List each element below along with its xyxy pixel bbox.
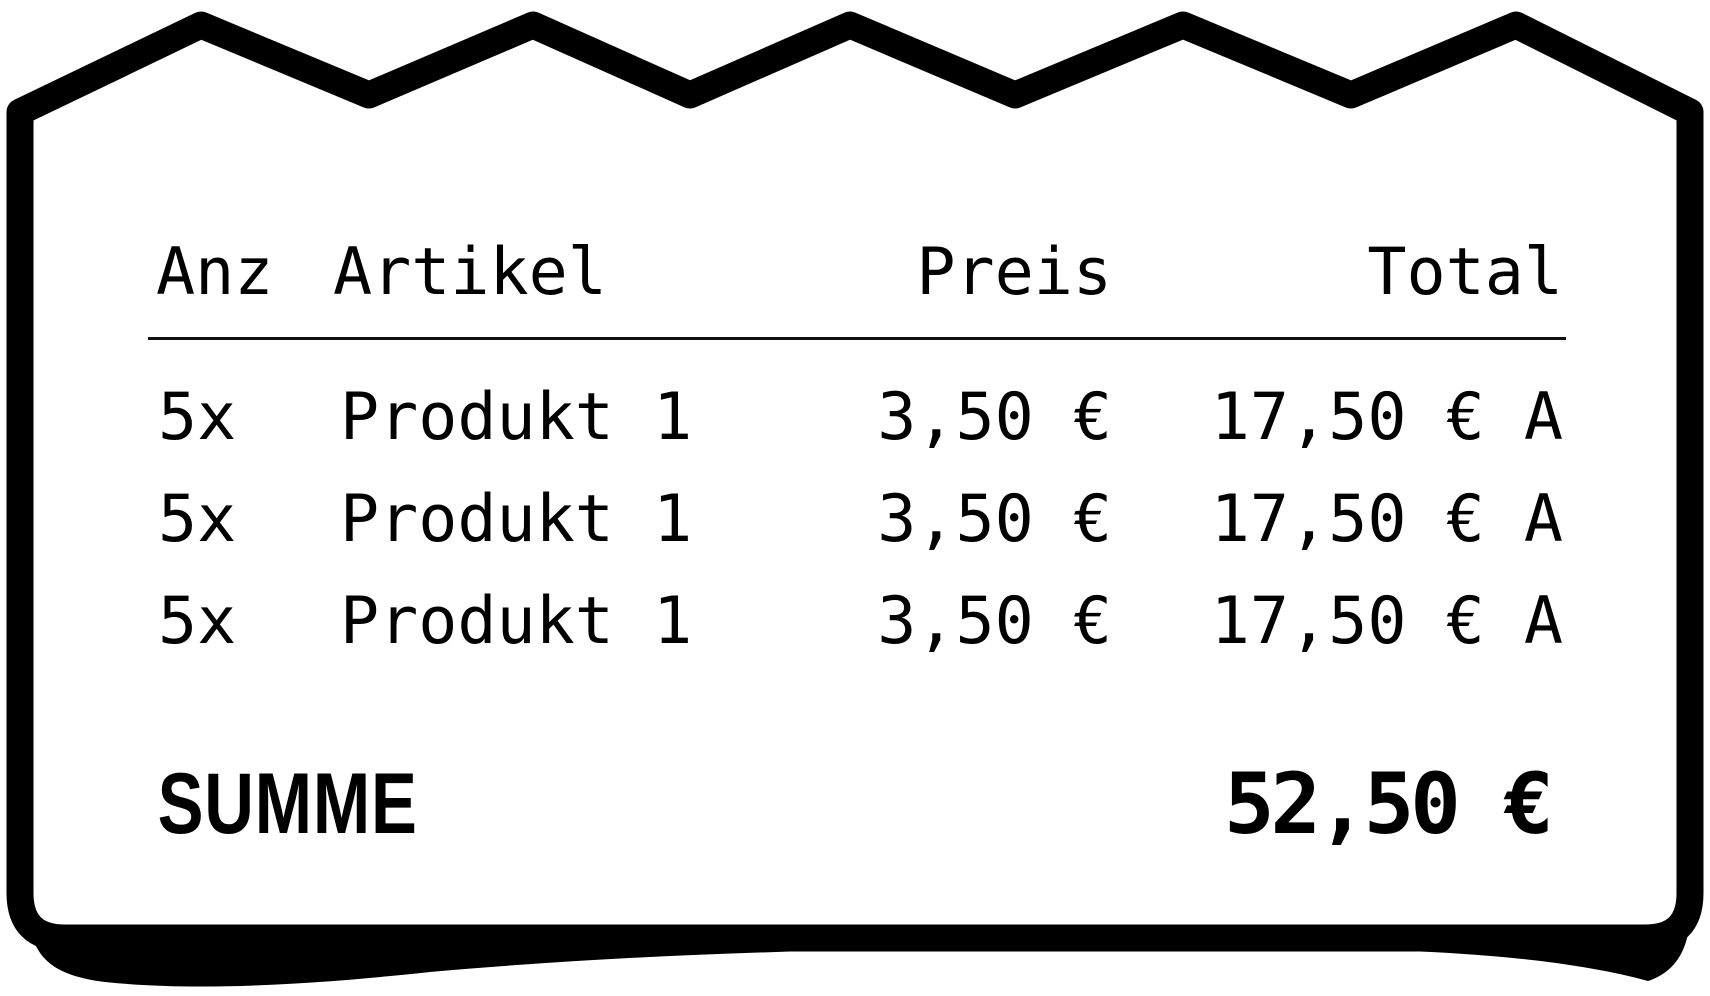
zigzag-top-edge [6,11,1704,952]
summary-label: SUMME [157,756,418,852]
receipt-content: Anz Artikel Preis Total 5x Produkt 1 3,5… [148,0,1566,996]
header-preis: Preis [916,235,1112,310]
qty-cell: 5x [158,380,237,455]
qty-cell: 5x [158,482,237,557]
header-anz: Anz [156,235,274,310]
item-cell: Produkt 1 [340,584,693,659]
item-cell: Produkt 1 [340,380,693,455]
total-cell: 17,50 € A [1210,380,1563,455]
price-cell: 3,50 € [877,584,1112,659]
header-divider [148,337,1566,340]
summary-total-value: 52,50 € [1223,755,1554,853]
table-row: 5x Produkt 1 3,50 € 17,50 € A [148,487,1566,552]
qty-cell: 5x [158,584,237,659]
summary-row: SUMME 52,50 € [148,761,1566,847]
total-cell: 17,50 € A [1210,482,1563,557]
total-cell: 17,50 € A [1210,584,1563,659]
header-total: Total [1367,235,1563,310]
price-cell: 3,50 € [877,380,1112,455]
table-row: 5x Produkt 1 3,50 € 17,50 € A [148,385,1566,450]
item-cell: Produkt 1 [340,482,693,557]
header-artikel: Artikel [333,235,607,310]
price-cell: 3,50 € [877,482,1112,557]
table-row: 5x Produkt 1 3,50 € 17,50 € A [148,589,1566,654]
table-header-row: Anz Artikel Preis Total [148,240,1566,305]
